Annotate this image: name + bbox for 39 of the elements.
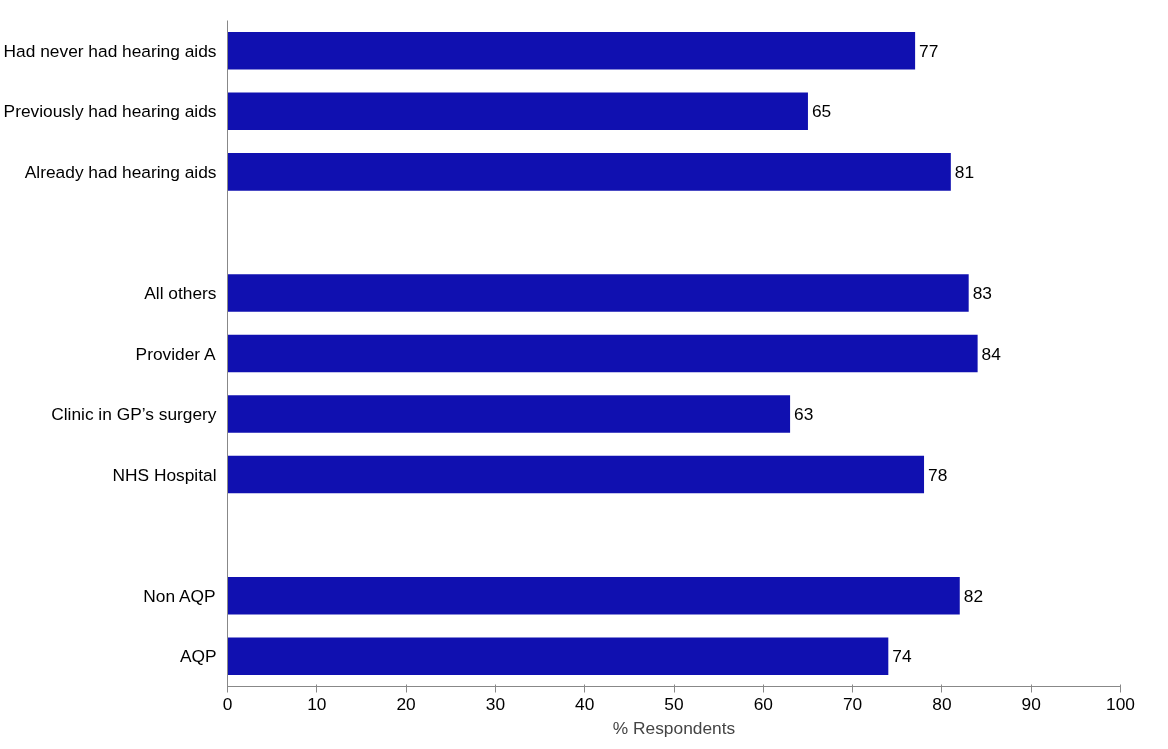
y-tick-label: Provider A [135,343,216,364]
x-tick-label: 50 [664,693,684,714]
data-label: 81 [954,161,975,182]
y-tick-label: Already had hearing aids [24,161,217,182]
x-tick-label: 60 [753,693,773,714]
data-label: 78 [928,464,948,485]
data-label: 65 [811,101,832,122]
x-tick-label: 10 [307,693,327,714]
bar [227,274,969,312]
data-label: 74 [892,646,912,667]
bar [227,334,978,373]
x-axis-title: % Respondents [612,717,736,738]
y-tick-label: AQP [179,646,217,667]
data-label: 77 [919,40,939,61]
x-tick-label: 0 [222,693,233,714]
x-tick-label: 30 [485,693,506,714]
y-tick-label: Clinic in GP’s surgery [51,404,217,425]
y-tick-label: NHS Hospital [112,464,217,485]
data-label: 84 [981,343,1002,364]
x-tick-label: 70 [842,693,863,714]
y-tick-label: Previously had hearing aids [3,101,217,122]
y-tick-label: Non AQP [143,585,216,606]
bar [227,576,960,615]
data-label: 63 [794,404,814,425]
bar [227,637,889,675]
bar [227,455,925,494]
bar [227,92,808,131]
x-tick-label: 80 [932,693,952,714]
bar [227,32,916,70]
bar [227,395,791,433]
x-tick-label: 20 [396,693,416,714]
y-tick-label: All others [144,282,217,303]
x-tick-label: 100 [1106,693,1135,714]
y-tick-label: Had never had hearing aids [3,40,217,61]
bar [227,153,951,191]
x-tick-label: 90 [1021,693,1041,714]
data-label: 82 [963,585,984,606]
x-tick-label: 40 [575,693,595,714]
data-label: 83 [972,282,992,303]
